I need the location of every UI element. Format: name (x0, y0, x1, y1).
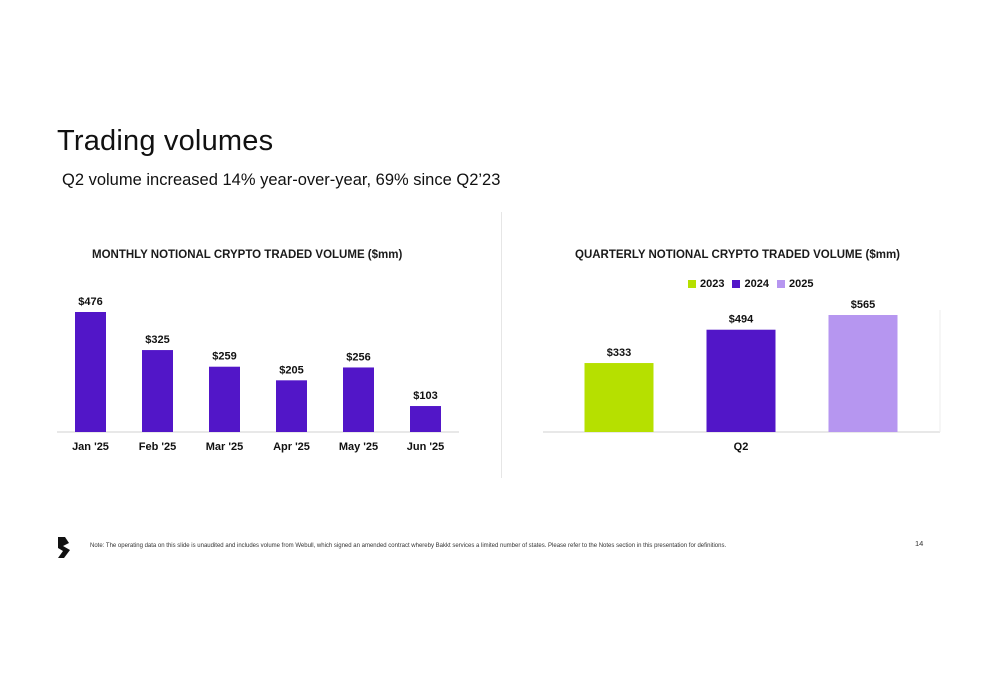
quarterly-legend: 2023 2024 2025 (688, 278, 813, 290)
legend-item-2023: 2023 (688, 278, 724, 290)
monthly-data-label-2: $259 (212, 351, 236, 363)
monthly-bar-4 (343, 367, 374, 432)
monthly-chart-title: MONTHLY NOTIONAL CRYPTO TRADED VOLUME ($… (92, 249, 403, 261)
quarterly-bar-2025 (828, 315, 898, 432)
footnote: Note: The operating data on this slide i… (90, 543, 727, 549)
legend-swatch-2025 (776, 280, 785, 288)
page-number: 14 (915, 539, 924, 548)
monthly-tick-label-2: Mar '25 (206, 441, 243, 453)
monthly-bar-5 (410, 406, 441, 432)
monthly-tick-label-3: Apr '25 (273, 441, 310, 453)
monthly-data-label-1: $325 (145, 334, 169, 346)
legend-label-2023: 2023 (700, 278, 725, 290)
quarterly-bar-2023 (584, 363, 654, 432)
monthly-data-label-0: $476 (78, 296, 102, 308)
monthly-data-label-4: $256 (346, 351, 370, 363)
monthly-tick-label-0: Jan '25 (72, 441, 109, 453)
quarterly-volume-chart: $333 $494 $565 Q2 (543, 299, 941, 453)
legend-swatch-2023 (688, 280, 696, 288)
chart-divider (501, 212, 502, 478)
quarterly-chart-title: QUARTERLY NOTIONAL CRYPTO TRADED VOLUME … (575, 249, 901, 261)
quarterly-data-label-2023: $333 (607, 347, 631, 359)
bakkt-logo-icon (58, 537, 70, 558)
slide-subtitle: Q2 volume increased 14% year-over-year, … (62, 171, 501, 189)
quarterly-data-label-2024: $494 (729, 314, 754, 326)
slide-title: Trading volumes (57, 125, 274, 157)
quarterly-tick-label-0: Q2 (734, 441, 749, 453)
legend-item-2024: 2024 (732, 278, 769, 290)
monthly-bar-1 (142, 350, 173, 432)
monthly-volume-chart: $476 Jan '25 $325 Feb '25 $259 Mar '25 $205 Apr… (57, 296, 459, 453)
monthly-tick-label-5: Jun '25 (407, 441, 444, 453)
legend-label-2024: 2024 (744, 278, 769, 290)
monthly-data-label-5: $103 (413, 390, 437, 402)
monthly-tick-label-1: Feb '25 (139, 441, 176, 453)
monthly-tick-label-4: May '25 (339, 441, 378, 453)
monthly-bar-2 (209, 366, 240, 432)
legend-swatch-2024 (732, 280, 741, 288)
quarterly-bar-2024 (706, 329, 776, 432)
legend-label-2025: 2025 (788, 278, 814, 290)
quarterly-data-label-2025: $565 (851, 299, 875, 311)
monthly-bar-3 (276, 380, 307, 432)
monthly-data-label-3: $205 (279, 364, 303, 376)
monthly-bar-0 (75, 312, 106, 432)
legend-item-2025: 2025 (776, 278, 814, 290)
